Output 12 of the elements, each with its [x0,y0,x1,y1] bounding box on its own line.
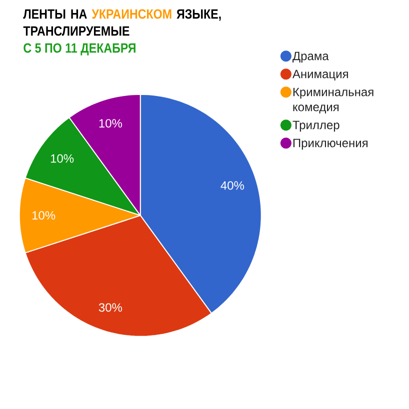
legend-label: Драма [292,52,329,63]
chart-title: ЛЕНТЫ НА УКРАИНСКОМ ЯЗЫКЕ, ТРАНСЛИРУЕМЫЕ [23,9,221,36]
legend-label: Анимация [292,70,348,80]
legend-label: Триллер [292,120,340,132]
data-label: 10% [99,119,122,128]
chart-subtitle: С 5 ПО 11 ДЕКАБРЯ [24,43,136,56]
legend-label: Приключения [293,138,368,150]
data-label: 30% [98,303,122,312]
data-label: 10% [32,211,56,220]
data-label: 40% [220,181,244,190]
data-label: 10% [50,154,74,163]
legend-label: Криминальная комедия [293,88,374,114]
